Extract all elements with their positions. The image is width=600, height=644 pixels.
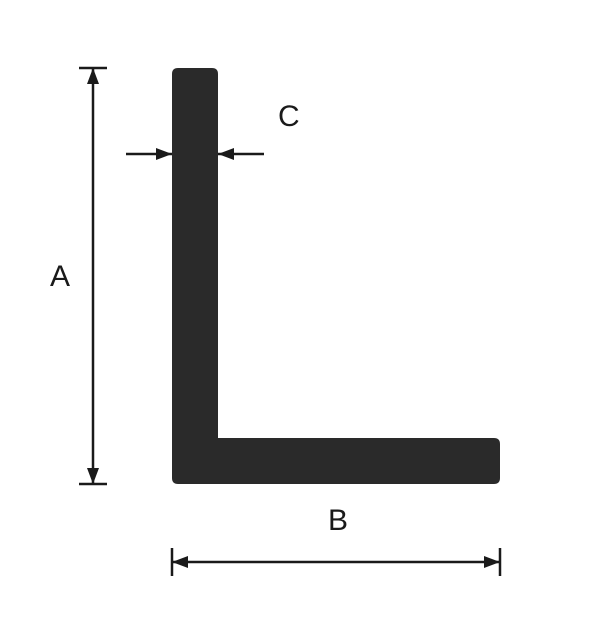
angle-profile-diagram: A B C xyxy=(0,0,600,644)
arrowhead-icon xyxy=(87,468,99,484)
dim-b-label: B xyxy=(328,504,348,537)
arrowhead-icon xyxy=(156,148,172,160)
arrowhead-icon xyxy=(87,68,99,84)
dim-c-label: C xyxy=(278,100,300,133)
dim-a-label: A xyxy=(50,260,70,293)
arrowhead-icon xyxy=(218,148,234,160)
arrowhead-icon xyxy=(484,556,500,568)
l-angle-shape xyxy=(172,68,500,484)
arrowhead-icon xyxy=(172,556,188,568)
